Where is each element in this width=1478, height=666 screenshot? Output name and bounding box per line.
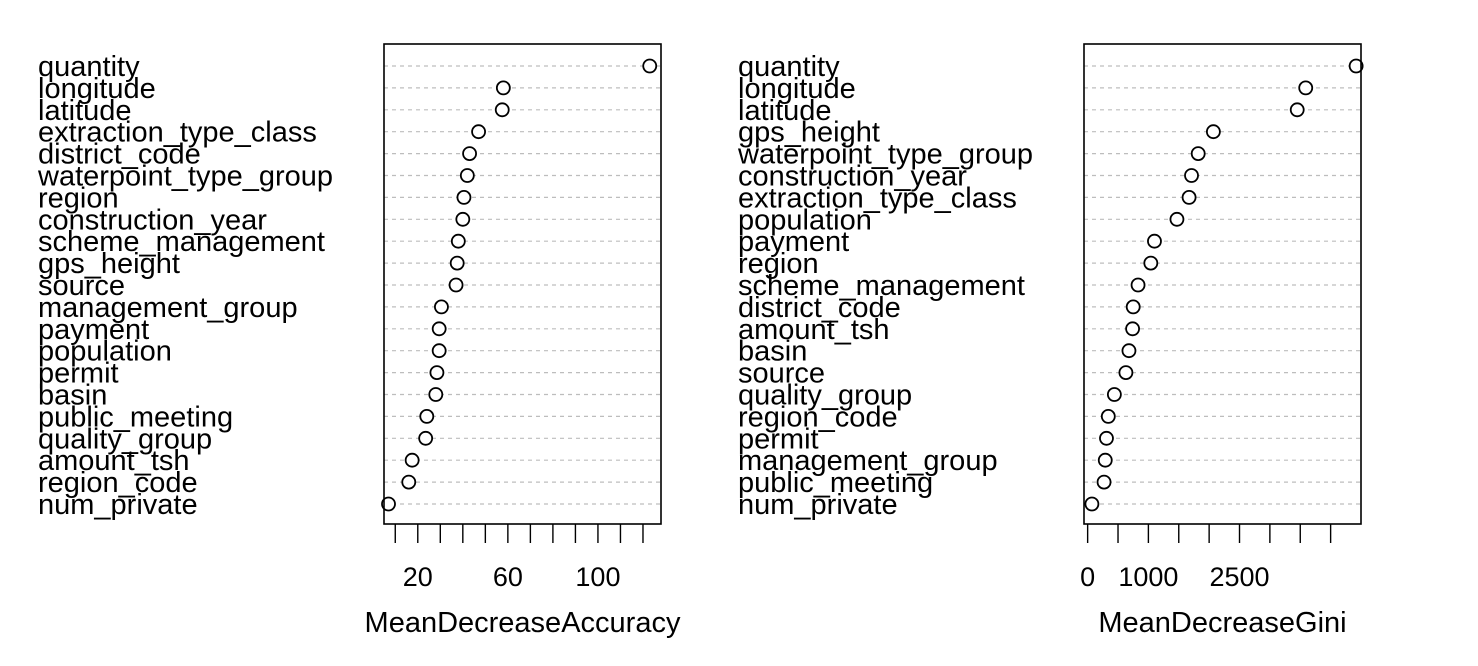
category-label: gps_height: [738, 117, 880, 149]
data-point-waterpoint_type_group: [459, 168, 475, 183]
x-tick-label: 60: [493, 562, 523, 592]
category-label: basin: [738, 336, 807, 368]
data-point-construction_year: [455, 211, 471, 227]
x-tick-label: 100: [575, 562, 620, 592]
data-point-permit: [1099, 430, 1114, 446]
data-point-longitude: [1298, 80, 1314, 96]
data-point-latitude: [1289, 102, 1305, 118]
data-point-payment: [1147, 233, 1162, 249]
data-point-population: [431, 343, 447, 359]
x-tick-label: 1000: [1118, 562, 1178, 592]
category-label: source: [738, 358, 825, 390]
category-label: permit: [38, 358, 119, 390]
category-label: longitude: [38, 73, 156, 105]
category-label: construction_year: [738, 161, 967, 193]
data-point-construction_year: [1184, 168, 1199, 183]
data-point-permit: [429, 365, 445, 381]
accuracy-panel: quantitylongitudelatitudeextraction_type…: [37, 43, 681, 639]
data-point-gps_height: [449, 255, 465, 271]
category-label: num_private: [738, 489, 898, 521]
data-point-source: [1118, 365, 1134, 381]
data-point-waterpoint_type_group: [1190, 146, 1206, 162]
category-label: scheme_management: [738, 270, 1025, 302]
data-point-source: [448, 277, 464, 293]
category-label: population: [38, 336, 172, 368]
category-label: num_private: [38, 489, 198, 521]
data-point-quantity: [642, 58, 658, 74]
category-label: gps_height: [38, 248, 180, 280]
data-point-num_private: [1084, 496, 1100, 512]
data-point-num_private: [381, 496, 396, 512]
data-point-amount_tsh: [1125, 321, 1140, 337]
category-label: district_code: [38, 139, 201, 171]
data-point-scheme_management: [450, 233, 466, 249]
data-point-quality_group: [1106, 387, 1122, 402]
data-point-public_meeting: [419, 408, 435, 424]
data-point-extraction_type_class: [1181, 189, 1197, 205]
category-label: quantity: [738, 51, 840, 83]
category-label: payment: [738, 226, 849, 258]
category-label: public_meeting: [738, 467, 933, 499]
data-point-longitude: [495, 80, 511, 96]
x-axis-label: MeanDecreaseGini: [1098, 607, 1346, 639]
x-tick-label: 2500: [1209, 562, 1269, 592]
data-point-scheme_management: [1130, 277, 1146, 293]
data-point-basin: [1121, 343, 1137, 359]
data-point-region: [456, 189, 472, 205]
category-label: waterpoint_type_group: [737, 139, 1033, 171]
category-label: management_group: [738, 445, 998, 477]
data-point-management_group: [434, 299, 449, 315]
data-point-amount_tsh: [404, 452, 420, 468]
category-label: public_meeting: [38, 401, 233, 433]
x-axis-label: MeanDecreaseAccuracy: [365, 607, 681, 639]
data-point-public_meeting: [1096, 474, 1112, 490]
plot-frame: [1083, 43, 1362, 525]
category-label: extraction_type_class: [38, 117, 317, 149]
category-label: quantity: [38, 51, 140, 83]
gini-panel: quantitylongitudelatitudegps_heightwater…: [737, 43, 1364, 639]
data-point-quality_group: [418, 430, 434, 446]
category-label: latitude: [38, 95, 132, 127]
data-point-district_code: [462, 146, 477, 162]
category-label: longitude: [738, 73, 856, 105]
category-label: quality_group: [738, 380, 912, 412]
data-point-district_code: [1125, 299, 1141, 315]
data-point-gps_height: [1205, 124, 1221, 140]
plot-frame: [383, 43, 662, 525]
data-point-payment: [431, 321, 447, 337]
category-label: population: [738, 204, 872, 236]
category-label: payment: [38, 314, 149, 346]
category-label: construction_year: [38, 204, 267, 236]
category-label: extraction_type_class: [738, 182, 1017, 214]
category-label: region_code: [738, 401, 898, 433]
category-label: permit: [738, 423, 819, 455]
category-label: scheme_management: [38, 226, 325, 258]
category-label: source: [38, 270, 125, 302]
category-label: amount_tsh: [738, 314, 890, 346]
x-tick-label: 0: [1080, 562, 1095, 592]
category-label: region_code: [38, 467, 198, 499]
data-point-region_code: [401, 474, 417, 490]
x-tick-label: 20: [403, 562, 433, 592]
category-label: region: [38, 182, 119, 214]
category-label: management_group: [38, 292, 298, 324]
category-label: region: [738, 248, 819, 280]
data-point-population: [1169, 211, 1185, 227]
category-label: waterpoint_type_group: [37, 161, 333, 193]
category-label: district_code: [738, 292, 901, 324]
data-point-basin: [428, 387, 444, 402]
data-point-region: [1143, 255, 1159, 271]
category-label: latitude: [738, 95, 832, 127]
category-label: basin: [38, 380, 107, 412]
category-label: quality_group: [38, 423, 212, 455]
data-point-quantity: [1348, 58, 1364, 74]
data-point-extraction_type_class: [471, 124, 486, 140]
data-point-latitude: [494, 102, 510, 118]
category-label: amount_tsh: [38, 445, 190, 477]
data-point-region_code: [1100, 408, 1116, 424]
data-point-management_group: [1097, 452, 1113, 468]
